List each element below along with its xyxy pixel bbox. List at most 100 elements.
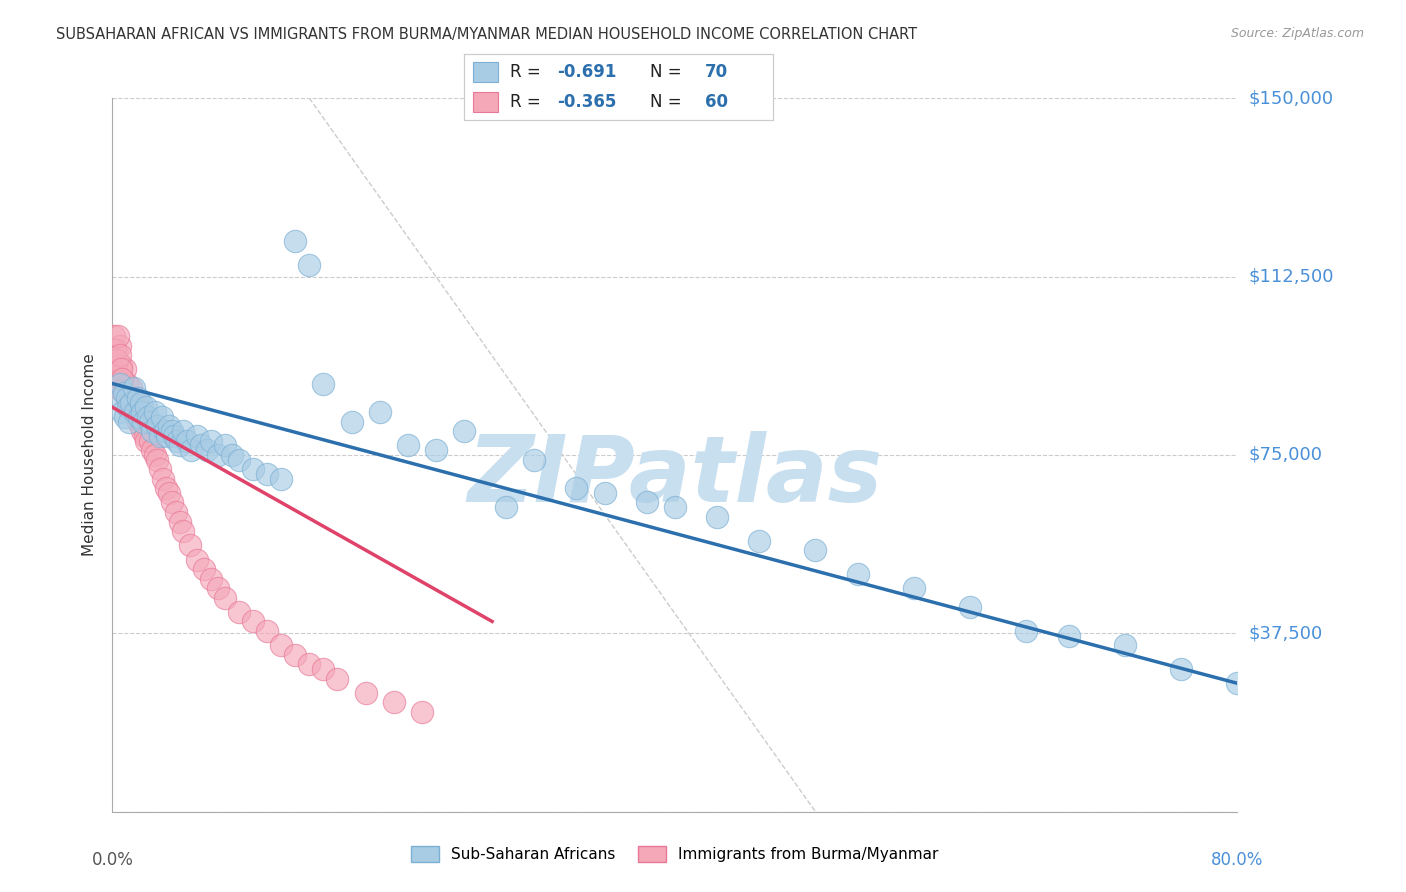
- Point: [108, 376, 131, 391]
- Point: [207, 448, 229, 462]
- Point: [169, 438, 191, 452]
- Point: [136, 409, 159, 424]
- Point: [132, 409, 155, 424]
- Legend: Sub-Saharan Africans, Immigrants from Burma/Myanmar: Sub-Saharan Africans, Immigrants from Bu…: [405, 840, 945, 868]
- Point: [382, 695, 405, 709]
- Point: [118, 395, 141, 409]
- Point: [523, 452, 546, 467]
- Point: [115, 376, 138, 391]
- Point: [186, 429, 208, 443]
- Point: [207, 581, 229, 595]
- Point: [111, 372, 134, 386]
- Point: [135, 401, 157, 415]
- Point: [124, 405, 146, 419]
- Point: [111, 372, 134, 386]
- Point: [111, 405, 134, 419]
- Point: [117, 391, 139, 405]
- Point: [804, 543, 827, 558]
- Point: [131, 405, 153, 419]
- Point: [195, 443, 218, 458]
- Y-axis label: Median Household Income: Median Household Income: [82, 353, 97, 557]
- Point: [298, 657, 321, 672]
- Point: [108, 338, 131, 352]
- Point: [190, 438, 212, 452]
- Point: [139, 415, 162, 429]
- Point: [846, 566, 869, 581]
- Point: [214, 591, 236, 605]
- Point: [169, 515, 191, 529]
- Point: [105, 367, 128, 381]
- Point: [270, 638, 292, 652]
- Text: $150,000: $150,000: [1249, 89, 1333, 107]
- Point: [110, 362, 132, 376]
- Text: -0.691: -0.691: [557, 62, 616, 80]
- Point: [112, 386, 135, 401]
- Point: [748, 533, 770, 548]
- Point: [903, 581, 925, 595]
- Point: [157, 486, 180, 500]
- Point: [326, 672, 349, 686]
- Point: [256, 624, 278, 638]
- Point: [128, 401, 150, 415]
- Text: 0.0%: 0.0%: [91, 851, 134, 869]
- Point: [141, 443, 163, 458]
- Point: [166, 434, 188, 448]
- Point: [242, 615, 264, 629]
- Point: [120, 381, 142, 395]
- Point: [593, 486, 616, 500]
- Point: [153, 424, 176, 438]
- Point: [368, 405, 391, 419]
- Point: [186, 552, 208, 566]
- Point: [108, 348, 131, 362]
- Point: [107, 329, 129, 343]
- Point: [139, 434, 162, 448]
- Point: [1114, 638, 1136, 652]
- Point: [242, 462, 264, 476]
- Point: [117, 401, 139, 415]
- Text: N =: N =: [650, 62, 686, 80]
- Bar: [474, 93, 498, 112]
- Point: [495, 500, 517, 515]
- Bar: [474, 62, 498, 82]
- Point: [959, 600, 981, 615]
- Point: [157, 419, 180, 434]
- Point: [163, 429, 186, 443]
- Point: [121, 401, 143, 415]
- Point: [124, 391, 146, 405]
- Text: -0.365: -0.365: [557, 94, 616, 112]
- Point: [125, 409, 148, 424]
- Text: ZIPatlas: ZIPatlas: [467, 432, 883, 521]
- Point: [129, 419, 152, 434]
- Text: SUBSAHARAN AFRICAN VS IMMIGRANTS FROM BURMA/MYANMAR MEDIAN HOUSEHOLD INCOME CORR: SUBSAHARAN AFRICAN VS IMMIGRANTS FROM BU…: [56, 27, 917, 42]
- Point: [172, 524, 194, 538]
- Point: [706, 509, 728, 524]
- Point: [155, 481, 177, 495]
- Point: [112, 386, 135, 401]
- Point: [1170, 662, 1192, 676]
- Point: [114, 409, 136, 424]
- Point: [104, 352, 127, 367]
- Point: [411, 705, 433, 719]
- Point: [354, 686, 377, 700]
- Point: [115, 391, 138, 405]
- Text: Source: ZipAtlas.com: Source: ZipAtlas.com: [1230, 27, 1364, 40]
- Point: [127, 391, 149, 405]
- Point: [129, 395, 152, 409]
- Point: [160, 424, 183, 438]
- Point: [135, 434, 157, 448]
- Point: [156, 429, 179, 443]
- Point: [1057, 629, 1080, 643]
- Point: [228, 605, 250, 619]
- Point: [200, 434, 222, 448]
- Point: [134, 429, 156, 443]
- Point: [453, 424, 475, 438]
- Point: [1226, 676, 1249, 690]
- Point: [664, 500, 686, 515]
- Point: [104, 343, 127, 358]
- Point: [131, 424, 153, 438]
- Text: N =: N =: [650, 94, 686, 112]
- Point: [636, 495, 658, 509]
- Point: [136, 415, 159, 429]
- Text: R =: R =: [510, 94, 547, 112]
- Point: [228, 452, 250, 467]
